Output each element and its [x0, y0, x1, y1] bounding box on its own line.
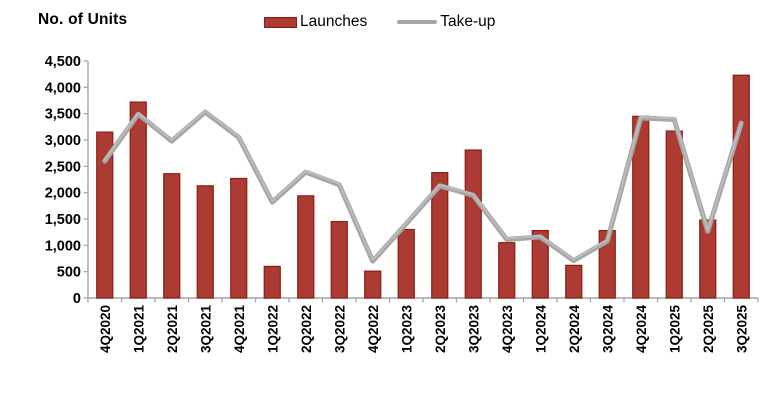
x-tick-label: 2Q2023 — [433, 305, 448, 354]
x-tick-label: 2Q2024 — [567, 305, 582, 354]
y-tick-label: 500 — [57, 265, 81, 281]
y-tick-label: 2,000 — [45, 186, 81, 202]
y-tick-label: 4,000 — [45, 80, 81, 96]
x-tick-label: 4Q2020 — [98, 305, 113, 353]
bar-2Q2025 — [699, 219, 717, 299]
y-tick-label: 4,500 — [45, 54, 81, 70]
y-tick-label: 1,500 — [45, 212, 81, 228]
bar-4Q2021 — [230, 177, 248, 299]
x-tick-label: 1Q2025 — [667, 305, 682, 354]
x-tick-label: 1Q2022 — [265, 305, 280, 353]
y-tick-label: 3,000 — [45, 133, 81, 149]
bar-1Q2025 — [665, 130, 683, 299]
y-tick-label: 2,500 — [45, 159, 81, 175]
x-tick-label: 3Q2025 — [734, 305, 749, 354]
legend-label-takeup: Take-up — [440, 13, 496, 30]
bar-2Q2023 — [431, 172, 449, 299]
takeup-line-highlight — [103, 110, 743, 262]
x-tick-label: 1Q2024 — [533, 305, 548, 354]
x-tick-label: 4Q2021 — [232, 305, 247, 354]
bar-2Q2022 — [297, 195, 315, 299]
x-tick-label: 3Q2022 — [332, 305, 347, 353]
launches-swatch-icon — [264, 16, 297, 28]
bar-3Q2024 — [598, 229, 616, 299]
bar-4Q2022 — [364, 270, 382, 299]
x-tick-label: 1Q2021 — [131, 305, 146, 354]
bar-1Q2023 — [397, 228, 415, 299]
x-tick-label: 4Q2022 — [366, 305, 381, 353]
y-tick-label: 3,500 — [45, 107, 81, 123]
legend: Launches Take-up — [264, 13, 495, 31]
bar-4Q2023 — [498, 242, 516, 299]
x-tick-label: 1Q2023 — [399, 305, 414, 354]
x-tick-label: 2Q2022 — [299, 305, 314, 353]
x-tick-label: 2Q2021 — [165, 305, 180, 354]
y-axis-title: No. of Units — [38, 11, 128, 28]
bar-3Q2022 — [330, 221, 348, 299]
bar-2Q2024 — [565, 264, 583, 299]
bar-1Q2024 — [531, 229, 549, 299]
x-tick-label: 3Q2023 — [466, 305, 481, 354]
bar-3Q2023 — [464, 149, 482, 299]
legend-item-takeup: Take-up — [397, 13, 495, 31]
x-tick-label: 4Q2024 — [634, 305, 649, 354]
bar-3Q2021 — [196, 185, 214, 299]
y-tick-label: 0 — [73, 291, 81, 307]
bar-1Q2022 — [263, 265, 281, 299]
bar-3Q2025 — [732, 74, 750, 299]
x-tick-label: 3Q2021 — [198, 305, 213, 354]
y-tick-label: 1,000 — [45, 238, 81, 254]
x-tick-label: 2Q2025 — [701, 305, 716, 354]
x-tick-label: 4Q2023 — [500, 305, 515, 354]
takeup-swatch-icon — [397, 19, 438, 25]
bar-2Q2021 — [163, 173, 181, 299]
legend-label-launches: Launches — [300, 13, 368, 30]
bar-1Q2021 — [129, 101, 147, 299]
bar-4Q2020 — [96, 131, 114, 299]
x-tick-label: 3Q2024 — [600, 305, 615, 354]
legend-item-launches: Launches — [264, 13, 367, 31]
